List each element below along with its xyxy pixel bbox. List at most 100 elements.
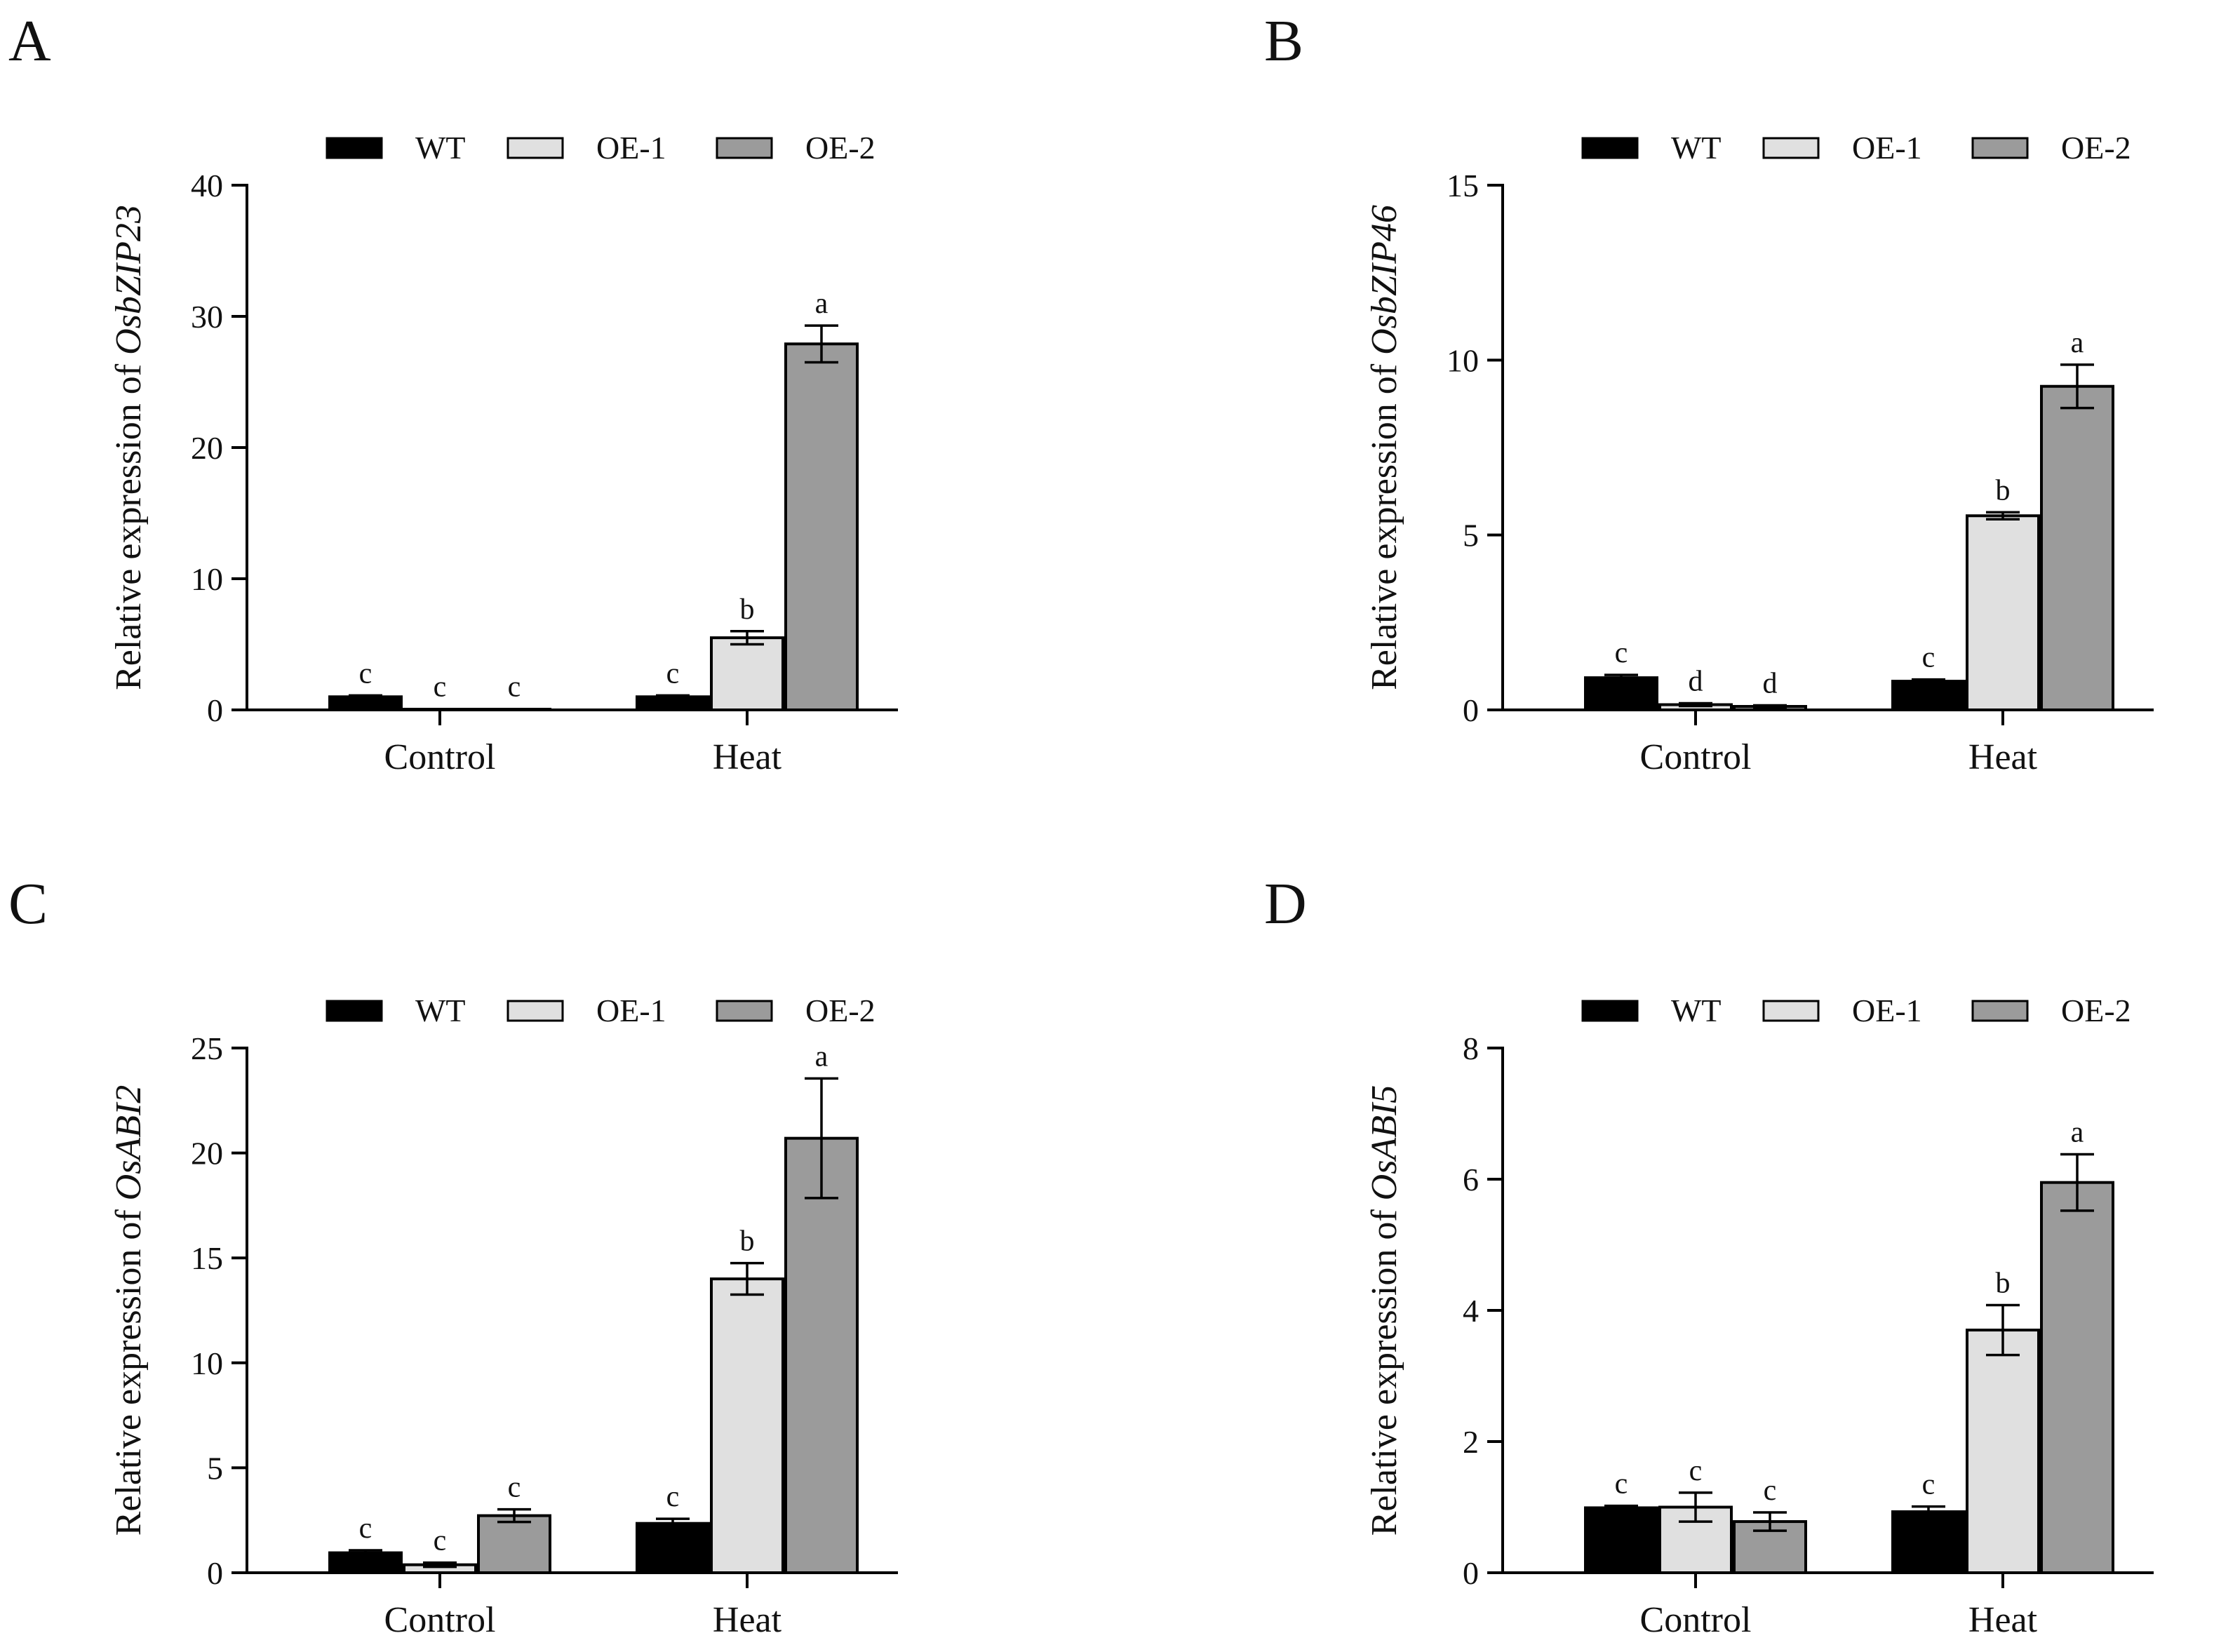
bar-wt-heat (1891, 1510, 1966, 1574)
x-category-label-heat: Heat (1968, 737, 2038, 777)
significance-label: c (508, 1472, 521, 1504)
y-axis-title-prefix: Relative expression of (109, 1200, 149, 1536)
bar-wt-control (1584, 676, 1658, 712)
legend-swatch-oe-2 (716, 1000, 773, 1022)
bar-oe-1-heat (710, 636, 784, 712)
legend-swatch-wt (326, 137, 383, 159)
legend-label-oe-2: OE-2 (805, 130, 875, 166)
significance-label: c (508, 671, 521, 704)
significance-label: b (740, 593, 755, 626)
legend-label-wt: WT (415, 130, 466, 166)
y-axis-title-prefix: Relative expression of (1364, 355, 1404, 690)
significance-label: c (666, 657, 680, 690)
bar-oe-2-heat (2040, 384, 2114, 711)
y-tick-label: 8 (1463, 1030, 1479, 1066)
significance-label: c (359, 657, 373, 690)
bar-oe-2-heat (784, 1136, 859, 1574)
y-axis-title-prefix: Relative expression of (1364, 1200, 1404, 1536)
significance-label: c (1689, 1455, 1703, 1487)
legend-swatch-oe-1 (1762, 1000, 1820, 1022)
x-category-label-control: Control (384, 737, 496, 777)
y-axis-title: Relative expression of OsABI2 (109, 1085, 149, 1536)
bar-oe-1-heat (710, 1277, 784, 1574)
x-category-label-control: Control (1640, 1600, 1752, 1640)
y-tick-label: 2 (1463, 1424, 1479, 1460)
y-axis-title-gene: OsbZIP23 (109, 205, 149, 355)
y-tick-label: 15 (191, 1240, 223, 1276)
y-tick-label: 15 (1447, 168, 1479, 203)
legend-swatch-oe-1 (1762, 137, 1820, 159)
bar-oe-2-heat (784, 342, 859, 711)
y-axis-title-gene: OsABI5 (1364, 1085, 1404, 1201)
panel-a: A WT OE-1 OE-2 Relative expression of OsbZIP… (8, 8, 898, 777)
x-category-label-heat: Heat (713, 1600, 782, 1640)
legend-label-oe-1: OE-1 (596, 130, 666, 166)
significance-label: c (359, 1512, 373, 1545)
significance-label: a (815, 288, 828, 320)
legend-swatch-wt (326, 1000, 383, 1022)
x-category-label-heat: Heat (1968, 1600, 2038, 1640)
y-axis-title: Relative expression of OsbZIP23 (109, 205, 149, 690)
y-tick-label: 30 (191, 299, 223, 335)
bar-wt-control (1584, 1506, 1658, 1574)
significance-label: c (666, 1481, 680, 1513)
legend-label-oe-1: OE-1 (1852, 130, 1922, 166)
bar-oe-1-heat (1966, 1329, 2040, 1574)
y-tick-label: 4 (1463, 1293, 1479, 1329)
x-category-label-heat: Heat (713, 737, 782, 777)
legend-label-wt: WT (1671, 993, 1722, 1028)
legend-label-wt: WT (1671, 130, 1722, 166)
bar-oe-1-heat (1966, 514, 2040, 711)
legend-swatch-oe-2 (716, 137, 773, 159)
x-category-label-control: Control (384, 1600, 496, 1640)
y-tick-label: 10 (191, 1345, 223, 1381)
significance-label: c (1922, 1469, 1935, 1501)
legend-swatch-oe-1 (506, 137, 564, 159)
y-axis-title-prefix: Relative expression of (109, 355, 149, 690)
significance-label: c (1615, 637, 1628, 669)
significance-label: c (1922, 642, 1935, 674)
x-category-label-control: Control (1640, 737, 1752, 777)
panel-letter: A (8, 8, 51, 74)
y-tick-label: 5 (1463, 518, 1479, 553)
y-axis-title: Relative expression of OsABI5 (1364, 1085, 1404, 1536)
legend-label-wt: WT (415, 993, 466, 1028)
legend-swatch-wt (1581, 137, 1639, 159)
significance-label: d (1763, 668, 1778, 700)
significance-label: b (740, 1225, 755, 1258)
y-tick-label: 20 (191, 1136, 223, 1171)
panel-letter: B (1264, 8, 1303, 74)
significance-label: a (815, 1040, 828, 1073)
significance-label: b (1996, 1268, 2011, 1300)
legend-swatch-wt (1581, 1000, 1639, 1022)
significance-label: b (1996, 474, 2011, 506)
y-axis-title: Relative expression of OsbZIP46 (1364, 205, 1404, 690)
legend-swatch-oe-2 (1971, 137, 2029, 159)
y-tick-label: 20 (191, 430, 223, 466)
significance-label: c (434, 671, 447, 704)
legend-label-oe-2: OE-2 (2061, 130, 2131, 166)
legend-label-oe-2: OE-2 (805, 993, 875, 1028)
legend-label-oe-1: OE-1 (1852, 993, 1922, 1028)
legend-label-oe-2: OE-2 (2061, 993, 2131, 1028)
y-axis-title-gene: OsbZIP46 (1364, 205, 1404, 355)
bar-oe-2-heat (2040, 1181, 2114, 1574)
panel-c: C WT OE-1 OE-2 Relative expression of OsABI2… (8, 871, 898, 1640)
significance-label: a (2071, 1116, 2084, 1148)
y-tick-label: 0 (207, 692, 223, 728)
panel-letter: C (8, 871, 48, 936)
significance-label: a (2071, 327, 2084, 359)
y-tick-label: 25 (191, 1030, 223, 1066)
significance-label: c (1764, 1475, 1777, 1507)
panel-b: B WT OE-1 OE-2 Relative expression of OsbZIP… (1264, 8, 2154, 777)
y-tick-label: 5 (207, 1450, 223, 1486)
y-tick-label: 6 (1463, 1162, 1479, 1197)
significance-label: c (1615, 1468, 1628, 1500)
legend-swatch-oe-1 (506, 1000, 564, 1022)
y-tick-label: 0 (207, 1555, 223, 1591)
y-tick-label: 0 (1463, 692, 1479, 728)
y-tick-label: 10 (191, 561, 223, 597)
panel-letter: D (1264, 871, 1307, 936)
significance-label: c (434, 1525, 447, 1557)
